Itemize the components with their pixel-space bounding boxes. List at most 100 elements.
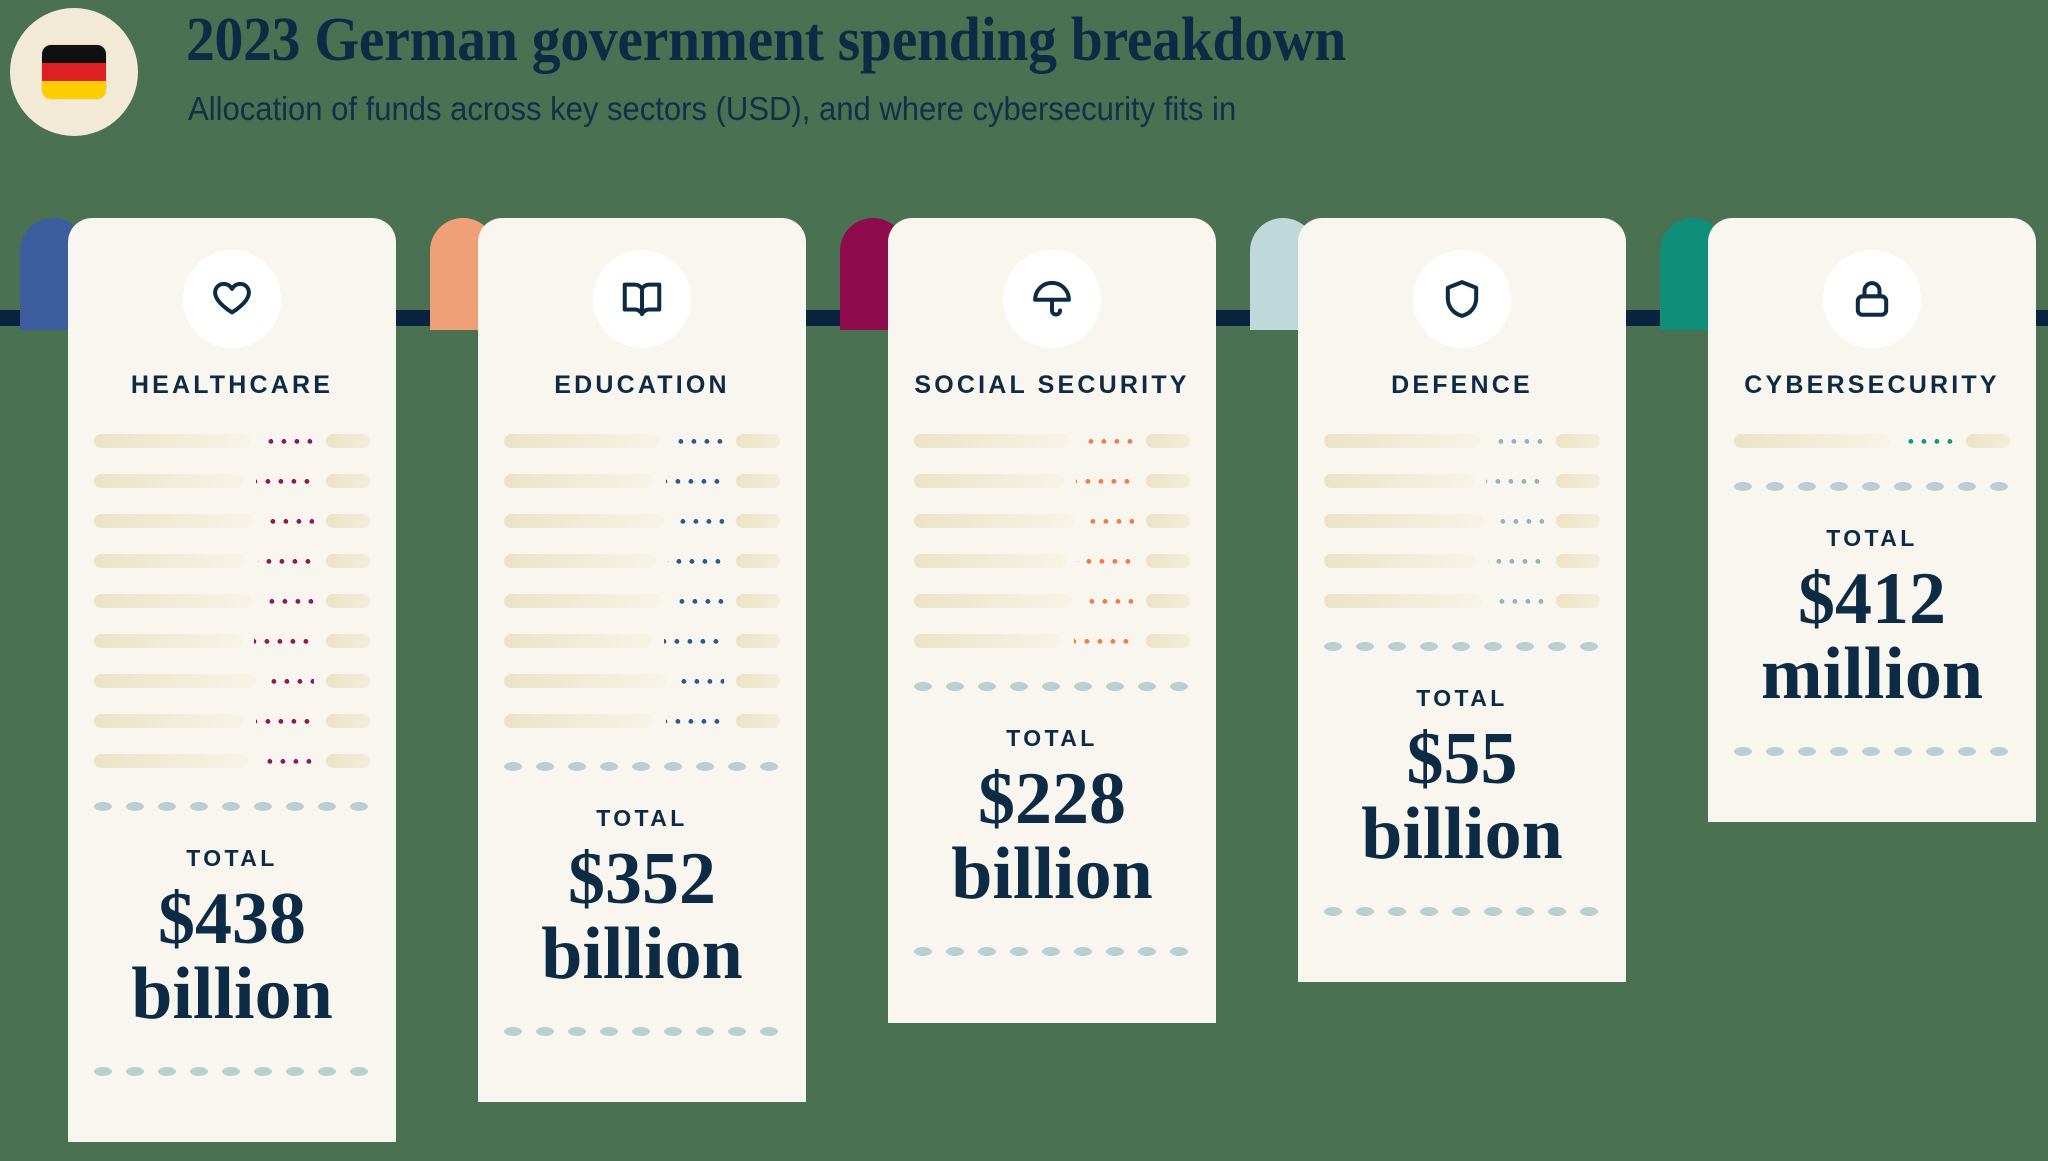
line-item	[94, 514, 370, 528]
line-item-leader-dots	[676, 518, 724, 524]
line-item-label-bar	[504, 634, 652, 648]
line-item-label-bar	[504, 514, 664, 528]
line-item-value-bar	[1556, 514, 1600, 528]
line-item-leader-dots	[256, 478, 314, 484]
line-item-label-bar	[914, 634, 1062, 648]
line-item-label-bar	[94, 474, 244, 488]
line-item	[504, 634, 780, 648]
line-item-leader-dots	[664, 638, 724, 644]
line-item-value-bar	[736, 634, 780, 648]
line-item-list-social-security	[888, 434, 1216, 648]
line-item-leader-dots	[258, 558, 314, 564]
perforation-top	[504, 762, 780, 771]
line-item-label-bar	[504, 474, 654, 488]
line-item-label-bar	[914, 434, 1070, 448]
line-item-value-bar	[1146, 634, 1190, 648]
total-block-education: TOTAL $352 billion	[478, 805, 806, 993]
line-item-leader-dots	[1078, 558, 1134, 564]
total-block-defence: TOTAL $55 billion	[1298, 685, 1626, 873]
total-label: TOTAL	[186, 845, 278, 871]
line-item-leader-dots	[1086, 518, 1134, 524]
line-item-leader-dots	[678, 678, 724, 684]
receipt-scalloped-edge	[888, 1000, 1216, 1023]
perforation-bottom	[94, 1066, 370, 1076]
line-item-leader-dots	[1084, 598, 1134, 604]
line-item-leader-dots	[256, 718, 314, 724]
flag-stripes	[42, 45, 106, 99]
line-item	[1324, 594, 1600, 608]
receipt-tail	[68, 1110, 396, 1120]
line-item-label-bar	[1734, 434, 1890, 448]
line-item-value-bar	[1966, 434, 2010, 448]
line-item-value-bar	[1146, 554, 1190, 568]
line-item-leader-dots	[668, 558, 724, 564]
sector-name-education: EDUCATION	[554, 371, 730, 399]
line-item-value-bar	[736, 554, 780, 568]
book-icon	[593, 250, 691, 348]
line-item	[914, 514, 1190, 528]
line-item	[94, 434, 370, 448]
total-block-social-security: TOTAL $228 billion	[888, 725, 1216, 913]
line-item	[914, 474, 1190, 488]
page-subtitle: Allocation of funds across key sectors (…	[188, 90, 1237, 127]
perforation-bottom	[1324, 906, 1600, 916]
line-item-leader-dots	[254, 638, 314, 644]
line-item-value-bar	[736, 714, 780, 728]
sector-name-healthcare: HEALTHCARE	[130, 371, 334, 399]
line-item	[94, 754, 370, 768]
line-item-list-defence	[1298, 434, 1626, 608]
receipt-card-row: HEALTHCARE TOTAL $438 billion EDUCATION TOTAL…	[0, 218, 2048, 1161]
line-item-leader-dots	[1486, 478, 1544, 484]
line-item	[1324, 434, 1600, 448]
line-item	[94, 674, 370, 688]
line-item	[94, 714, 370, 728]
sector-name-cybersecurity: CYBERSECURITY	[1744, 371, 2000, 399]
line-item-list-healthcare	[68, 434, 396, 768]
sector-name-defence: DEFENCE	[1391, 371, 1533, 399]
line-item-value-bar	[1556, 434, 1600, 448]
total-label: TOTAL	[596, 805, 688, 831]
perforation-top	[1734, 482, 2010, 491]
line-item-label-bar	[94, 554, 246, 568]
line-item-leader-dots	[1492, 438, 1544, 444]
line-item-label-bar	[94, 634, 242, 648]
lock-icon	[1823, 250, 1921, 348]
line-item	[94, 554, 370, 568]
line-item-leader-dots	[1076, 478, 1134, 484]
line-item	[94, 634, 370, 648]
line-item	[1324, 514, 1600, 528]
total-unit: million	[1760, 633, 1984, 716]
total-value-healthcare: $438 billion	[78, 881, 386, 1033]
line-item-label-bar	[914, 594, 1072, 608]
line-item-value-bar	[326, 434, 370, 448]
line-item	[1734, 434, 2010, 448]
line-item-value-bar	[736, 514, 780, 528]
line-item-leader-dots	[1074, 638, 1134, 644]
line-item-list-education	[478, 434, 806, 728]
receipt-paper-cybersecurity: CYBERSECURITY TOTAL $412 million	[1708, 218, 2036, 822]
line-item-value-bar	[1146, 434, 1190, 448]
flag-stripe-black	[42, 45, 106, 63]
receipt-tail	[1298, 950, 1626, 960]
receipt-scalloped-edge	[478, 1079, 806, 1102]
umbrella-icon	[1003, 250, 1101, 348]
line-item-value-bar	[736, 434, 780, 448]
receipt-paper-education: EDUCATION TOTAL $352 billion	[478, 218, 806, 1102]
total-unit: billion	[951, 833, 1153, 916]
line-item-value-bar	[1556, 554, 1600, 568]
line-item-label-bar	[94, 674, 256, 688]
total-amount: $55	[1406, 718, 1518, 800]
line-item-label-bar	[94, 754, 248, 768]
total-value-education: $352 billion	[488, 841, 796, 993]
line-item-label-bar	[94, 714, 244, 728]
receipt-scalloped-edge	[1708, 799, 2036, 822]
line-item-leader-dots	[260, 758, 314, 764]
line-item-leader-dots	[1494, 598, 1544, 604]
line-item-label-bar	[1324, 554, 1476, 568]
total-block-healthcare: TOTAL $438 billion	[68, 845, 396, 1033]
receipt-tail	[888, 990, 1216, 1001]
line-item-value-bar	[326, 674, 370, 688]
line-item-list-cybersecurity	[1708, 434, 2036, 448]
total-amount: $412	[1798, 558, 1946, 640]
line-item-value-bar	[326, 474, 370, 488]
